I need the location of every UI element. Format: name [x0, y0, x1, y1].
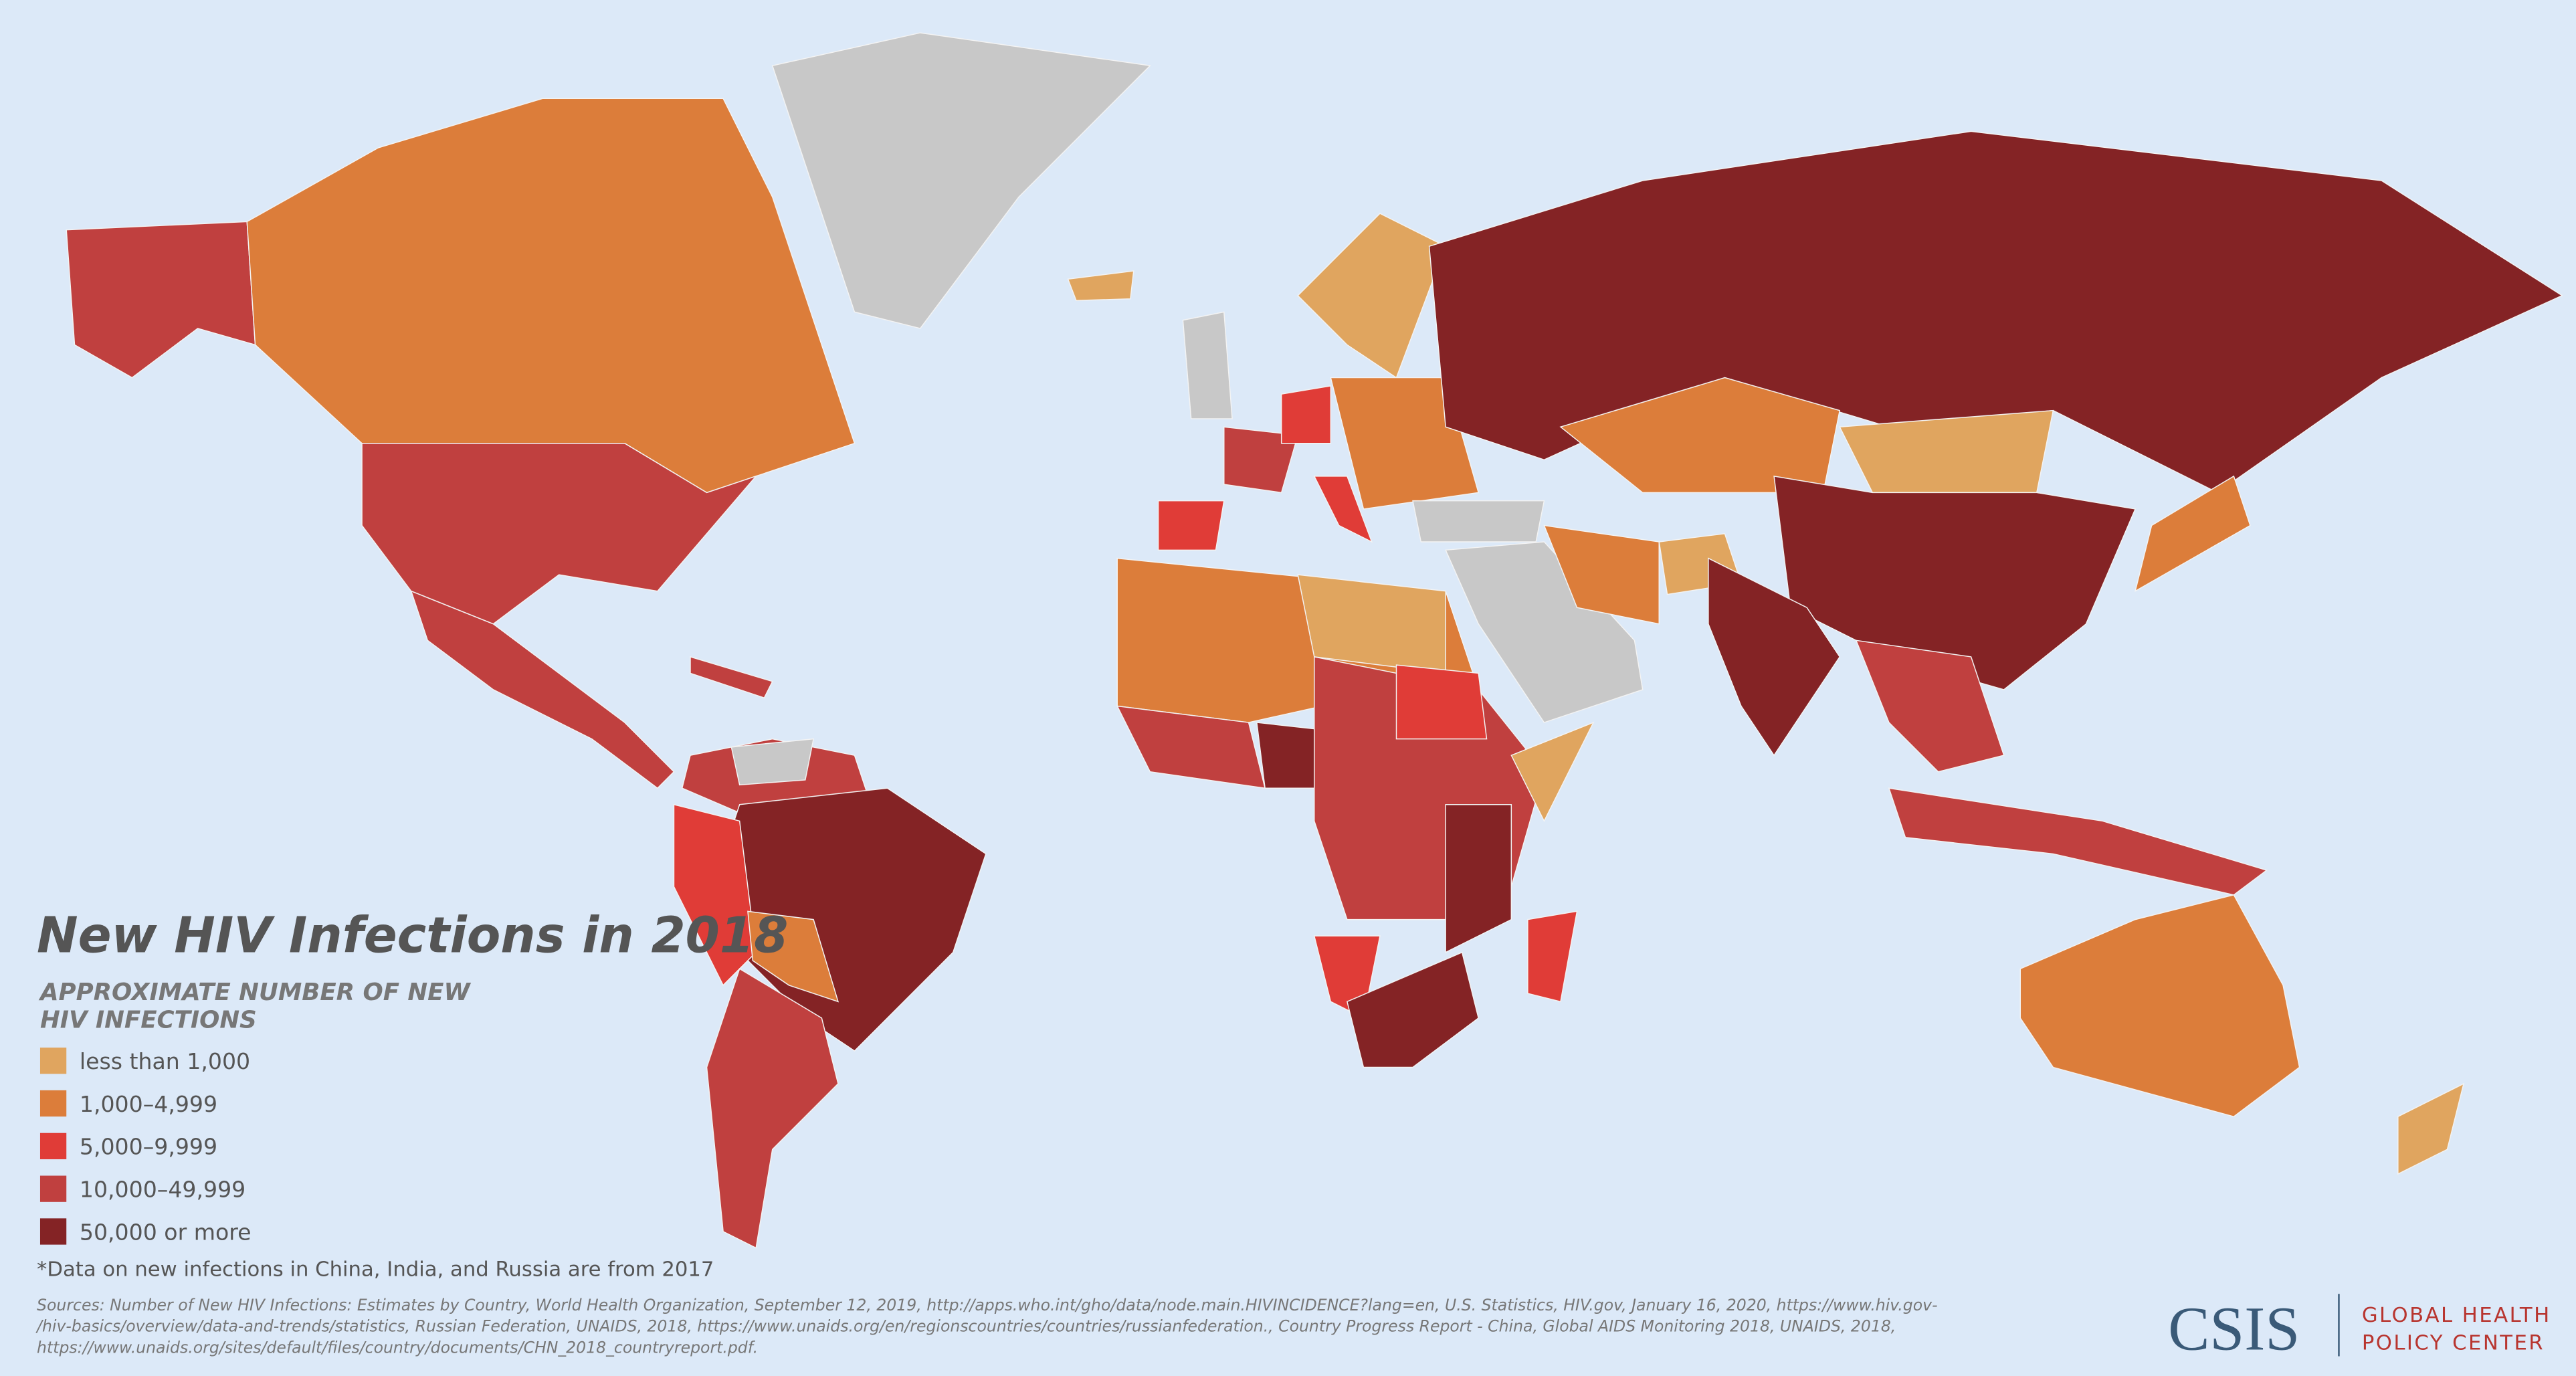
kazakhstan — [1559, 377, 1841, 494]
sources: /hiv-basics/overview/data-and-trends/sta… — [35, 1317, 1896, 1336]
title: New HIV Infections in 2018 — [37, 908, 788, 965]
usa — [361, 443, 758, 625]
sudan — [1395, 664, 1488, 740]
mexico-central-america — [410, 590, 675, 789]
scandinavia — [1297, 213, 1447, 379]
legend-label: 5,000–9,999 — [80, 1134, 217, 1160]
iran — [1543, 524, 1660, 625]
horn-of-africa — [1510, 721, 1595, 822]
caribbean — [690, 656, 773, 699]
legend-label: 1,000–4,999 — [80, 1091, 217, 1117]
legend-label: less than 1,000 — [80, 1048, 250, 1074]
china — [1773, 475, 2137, 690]
legend-swatch — [39, 1218, 67, 1245]
spain — [1157, 500, 1225, 551]
sources: Sources: Number of New HIV Infections: E… — [37, 1296, 1938, 1314]
argentina-chile — [706, 968, 839, 1249]
legend-title: HIV INFECTIONS — [40, 1007, 257, 1034]
southern-africa — [1347, 951, 1480, 1068]
sources: https://www.unaids.org/sites/default/fil… — [37, 1339, 758, 1357]
legend-swatch — [39, 1175, 67, 1202]
legend-swatch — [39, 1090, 67, 1117]
logo-name: CSIS — [2168, 1295, 2300, 1364]
france — [1223, 426, 1299, 494]
southeast-asia — [1855, 640, 2005, 773]
iceland — [1067, 270, 1134, 301]
japan — [2134, 475, 2251, 593]
legend-swatch — [39, 1133, 67, 1159]
middle-east — [1445, 541, 1644, 723]
germany — [1280, 385, 1332, 444]
footnote: *Data on new infections in China, India,… — [37, 1258, 714, 1281]
italy — [1313, 476, 1373, 543]
legend-swatch — [39, 1048, 67, 1074]
logo-unit: POLICY CENTER — [2362, 1332, 2545, 1355]
australia — [2019, 894, 2300, 1117]
world-map — [66, 32, 2563, 1249]
east-africa — [1445, 804, 1512, 953]
madagascar — [1527, 910, 1578, 1003]
india — [1708, 557, 1841, 757]
legend-label: 50,000 or more — [80, 1219, 252, 1245]
legend-label: 10,000–49,999 — [80, 1176, 245, 1202]
canada — [246, 98, 856, 494]
venezuela — [730, 738, 815, 786]
bolivia-paraguay — [747, 910, 839, 1003]
greenland — [771, 32, 1151, 329]
legend: less than 1,000 1,000–4,999 5,000–9,999 10,… — [39, 1048, 252, 1245]
turkey — [1412, 500, 1545, 543]
new-zealand — [2397, 1082, 2465, 1175]
eastern-europe — [1330, 377, 1480, 510]
uk — [1182, 311, 1233, 419]
logo-unit: GLOBAL HEALTH — [2362, 1304, 2551, 1327]
legend-title: APPROXIMATE NUMBER OF NEW — [38, 979, 472, 1006]
